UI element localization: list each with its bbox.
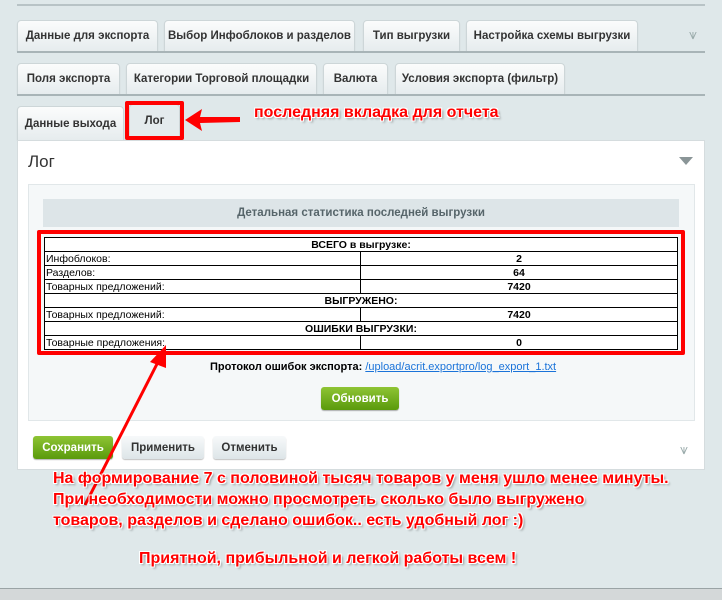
tabs-divider [17, 94, 705, 96]
protocol-line: Протокол ошибок экспорта: /upload/acrit.… [210, 361, 556, 373]
collapse-icon[interactable] [679, 157, 693, 165]
tab-currency[interactable]: Валюта [323, 63, 388, 94]
bottom-bar [0, 588, 722, 600]
tab-scheme[interactable]: Настройка схемы выгрузки [466, 20, 638, 51]
apply-button[interactable]: Применить [122, 436, 204, 459]
annotation-line: товаров, разделов и сделано ошибок.. ест… [53, 512, 524, 529]
annotation-text: На формирование 7 с половиной тысяч това… [53, 468, 669, 531]
pin-icon[interactable]: ⩛ [680, 441, 688, 457]
table-row: Товарных предложений: 7420 [44, 307, 678, 322]
tab-iblocks[interactable]: Выбор Инфоблоков и разделов [164, 20, 355, 51]
protocol-link[interactable]: /upload/acrit.exportpro/log_export_1.txt [365, 361, 557, 373]
annotation-line: На формирование 7 с половиной тысяч това… [53, 470, 669, 487]
annotation-wish: Приятной, прибыльной и легкой работы все… [139, 550, 517, 567]
tab-filter[interactable]: Условия экспорта (фильтр) [395, 63, 565, 94]
row-value: 0 [360, 335, 678, 350]
cancel-button[interactable]: Отменить [213, 436, 286, 459]
annotation-tab: последняя вкладка для отчета [254, 104, 499, 121]
top-divider [17, 4, 705, 6]
table-row: Разделов: 64 [44, 265, 678, 280]
refresh-button[interactable]: Обновить [321, 387, 399, 410]
tab-fields[interactable]: Поля экспорта [17, 63, 120, 94]
protocol-label: Протокол ошибок экспорта: [210, 361, 363, 373]
save-button[interactable]: Сохранить [33, 436, 113, 459]
row-label: Инфоблоков: [44, 251, 361, 266]
arrow-icon [185, 109, 240, 131]
annotation-line: При необходимости можно просмотреть скол… [53, 491, 585, 508]
highlight-box [125, 101, 184, 140]
pin-icon[interactable]: ⩛ [689, 26, 697, 42]
tabs-divider [17, 51, 705, 53]
tab-output-data[interactable]: Данные выхода [17, 106, 124, 140]
table-row: Товарные предложения: 0 [44, 335, 678, 350]
tab-export-data[interactable]: Данные для экспорта [17, 20, 158, 51]
tab-export-type[interactable]: Тип выгрузки [363, 20, 460, 51]
stats-table: ВСЕГО в выгрузке: Инфоблоков: 2 Разделов:… [44, 237, 678, 350]
log-panel: Лог Детальная статистика последней выгру… [17, 140, 705, 470]
panel-title: Лог [28, 152, 55, 171]
stats-highlight: ВСЕГО в выгрузке: Инфоблоков: 2 Разделов:… [37, 230, 685, 355]
stats-header: Детальная статистика последней выгрузки [43, 199, 679, 227]
tab-categories[interactable]: Категории Торговой площадки [126, 63, 317, 94]
row-label: Товарные предложения: [44, 335, 361, 350]
